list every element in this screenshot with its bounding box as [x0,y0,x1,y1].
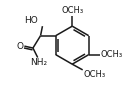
Text: NH₂: NH₂ [30,58,47,67]
Text: OCH₃: OCH₃ [61,6,83,15]
Text: O: O [17,42,23,51]
Text: HO: HO [24,16,38,25]
Text: OCH₃: OCH₃ [83,70,105,79]
Text: OCH₃: OCH₃ [101,50,123,59]
